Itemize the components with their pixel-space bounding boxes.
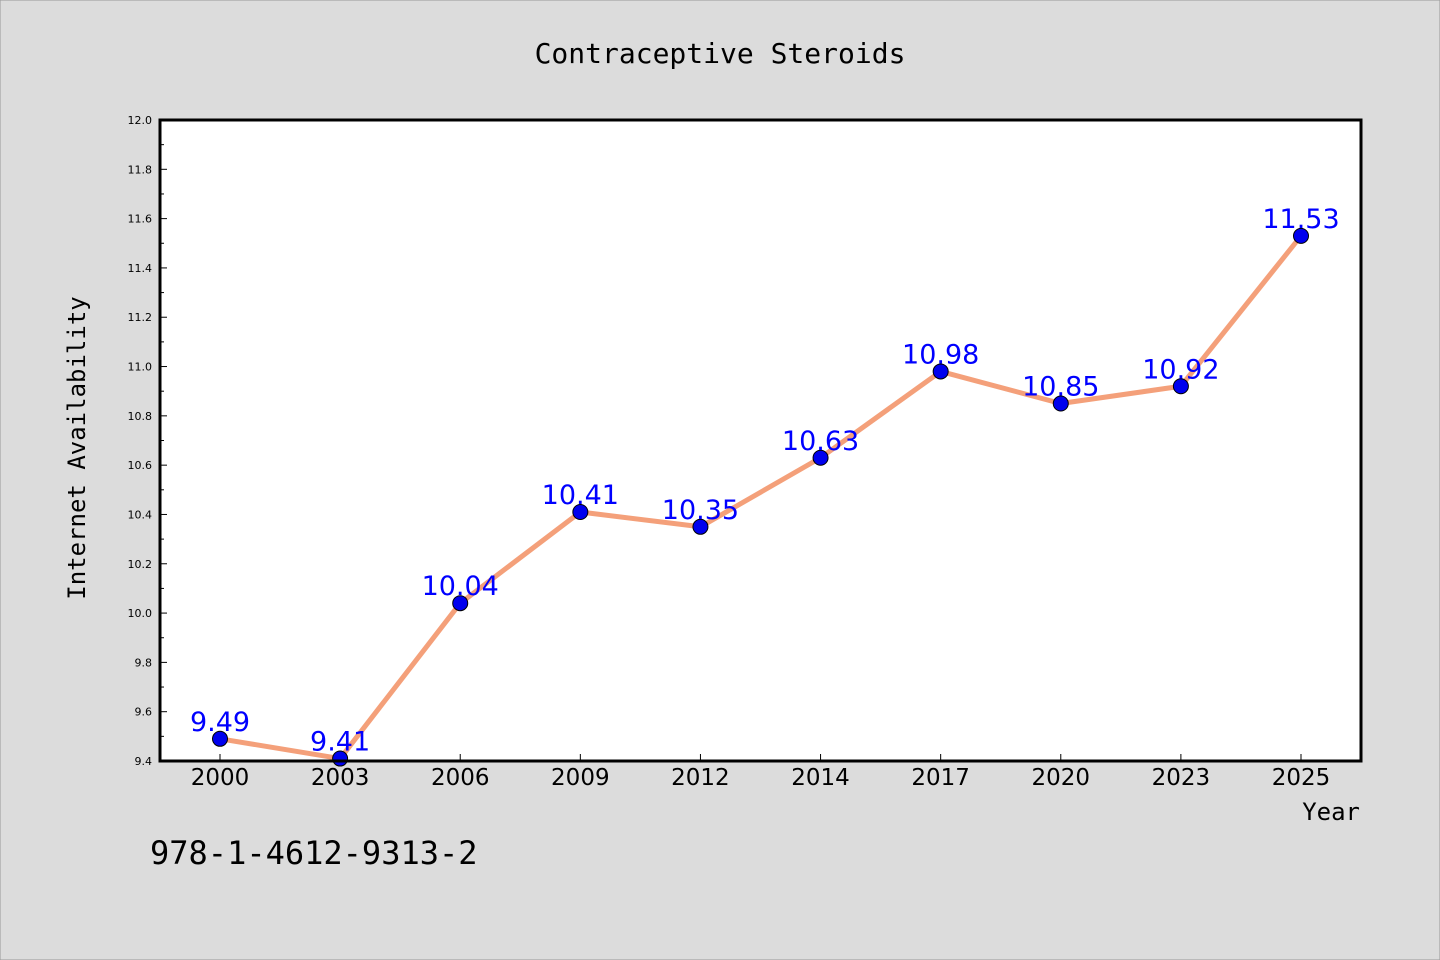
plot-frame [158,118,1363,763]
x-tick-label: 2014 [791,765,850,791]
data-label: 10.63 [782,426,859,457]
data-label: 10.04 [422,571,499,602]
y-axis-label: Internet Availability [63,296,91,599]
x-tick-label: 2017 [911,765,970,791]
data-label: 9.41 [310,727,370,758]
y-tick-label: 9.4 [135,755,153,768]
data-point [692,518,709,535]
data-point [572,503,589,520]
x-tick-label: 2012 [671,765,730,791]
y-tick-label: 10.2 [128,558,153,571]
x-tick-label: 2009 [551,765,610,791]
x-tick-label: 2023 [1152,765,1211,791]
x-tick-label: 2025 [1272,765,1331,791]
y-tick-label: 11.2 [128,311,153,324]
data-point [1172,378,1189,395]
chart-title: Contraceptive Steroids [535,37,906,70]
x-axis-label: Year [1302,798,1360,826]
y-tick-label: 10.8 [128,410,153,423]
y-tick-label: 10.0 [128,607,153,620]
data-label: 10.92 [1142,354,1219,385]
data-point [812,449,829,466]
y-tick-label: 12.0 [128,114,153,127]
x-axis: 2000 2003 2006 2009 2012 2014 2017 2020 2023 2025 [191,754,1331,791]
data-point [932,363,949,380]
x-tick-label: 2006 [431,765,490,791]
y-tick-label: 11.0 [128,361,153,374]
data-label: 10.85 [1022,372,1099,403]
data-label: 10.41 [542,480,619,511]
data-label: 10.98 [902,339,979,370]
data-label-group: 9.49 9.41 10.04 10.41 10.35 10.63 10.98 10.85 10… [190,204,1340,758]
y-tick-label: 11.8 [128,163,153,176]
data-point [1052,395,1069,412]
annotation-text: 978-1-4612-9313-2 [150,834,478,872]
y-tick-label: 11.4 [128,262,153,275]
y-tick-label: 9.8 [135,656,153,669]
y-tick-label: 10.4 [128,508,153,521]
x-tick-label: 2000 [191,765,250,791]
series-line-group [212,227,1309,767]
data-point [452,595,469,612]
y-tick-label: 9.6 [135,706,153,719]
data-label: 9.49 [190,707,250,738]
series-line [217,233,1304,762]
data-label: 11.53 [1262,204,1339,235]
x-tick-label: 2003 [311,765,370,791]
y-tick-label: 11.6 [128,213,153,226]
y-tick-label: 10.6 [128,459,153,472]
plot-area [160,120,1361,761]
data-label: 10.35 [662,495,739,526]
data-point [1293,227,1309,244]
x-tick-label: 2020 [1032,765,1091,791]
y-axis: 9.4 9.6 9.8 10.0 10.2 10.4 10.6 10.8 11.0 11.2 11.… [128,114,167,768]
data-point [212,730,228,747]
